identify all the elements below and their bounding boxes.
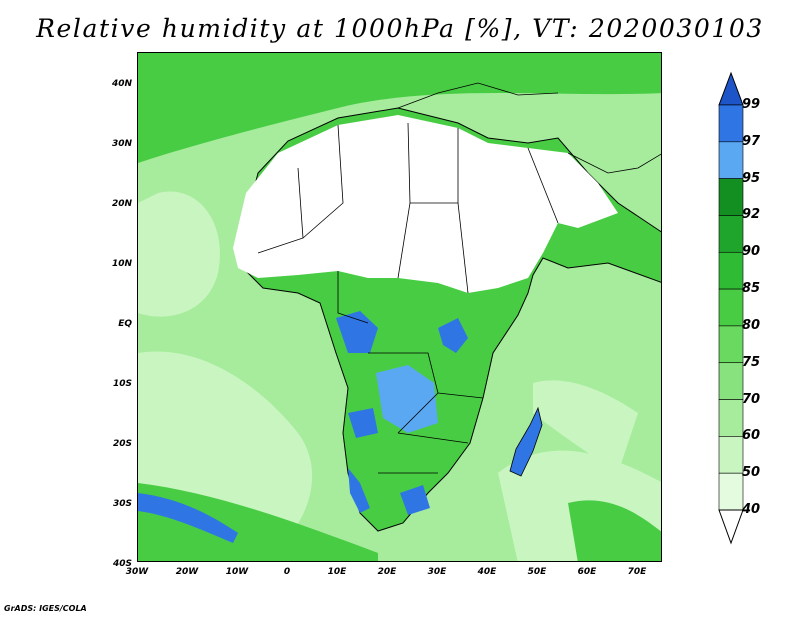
- colorbar-level-label: 70: [742, 391, 761, 407]
- country-border: [437, 392, 484, 399]
- latitude-tick-label: EQ: [118, 319, 132, 329]
- colorbar-bin: [718, 251, 744, 290]
- colorbar-max-triangle: [718, 71, 744, 106]
- country-border: [337, 271, 369, 324]
- saturated-patch: [336, 311, 378, 353]
- saturated-patch: [438, 318, 468, 353]
- latitude-tick-label: 10S: [112, 379, 132, 389]
- colorbar-level-label: 75: [742, 354, 761, 370]
- colorbar-bin: [718, 288, 744, 327]
- longitude-tick-label: 30W: [125, 567, 149, 577]
- colorbar-level-label: 50: [742, 465, 761, 481]
- saturated-patch: [138, 493, 238, 543]
- colorbar-min-triangle: [718, 509, 744, 545]
- colorbar-level-label: 99: [742, 97, 761, 112]
- colorbar-bin: [718, 325, 744, 364]
- latitude-tick-label: 30N: [111, 139, 132, 149]
- colorbar-bin: [718, 472, 744, 511]
- colorbar: [718, 71, 744, 545]
- saturated-patch: [400, 485, 430, 515]
- latitude-tick-label: 30S: [112, 499, 132, 509]
- colorbar-level-label: 95: [742, 170, 761, 186]
- colorbar-level-label: 92: [742, 207, 761, 223]
- credit-text: GrADS: IGES/COLA: [4, 604, 87, 613]
- latitude-tick-label: 20N: [111, 199, 132, 209]
- longitude-tick-label: 50E: [527, 567, 547, 577]
- colorbar-level-label: 60: [742, 428, 761, 444]
- longitude-tick-label: 20W: [175, 567, 199, 577]
- country-border: [527, 147, 559, 224]
- latitude-tick-label: 40S: [112, 559, 132, 569]
- humidity-map: [138, 53, 661, 561]
- latitude-tick-label: 10N: [111, 259, 132, 269]
- colorbar-level-label: 80: [742, 317, 761, 333]
- colorbar-level-label: 97: [742, 133, 761, 149]
- longitude-tick-label: 10E: [327, 567, 347, 577]
- colorbar-bin: [718, 104, 744, 143]
- colorbar-level-label: 90: [742, 244, 761, 260]
- colorbar-bin: [718, 178, 744, 216]
- country-border: [397, 82, 559, 109]
- saturated-patch: [348, 408, 378, 438]
- colorbar-bin: [718, 436, 744, 474]
- map-panel: [137, 52, 662, 562]
- colorbar-bin: [718, 141, 744, 179]
- country-border: [567, 152, 661, 174]
- dry-ocean-patch: [138, 191, 220, 317]
- colorbar-level-label: 40: [742, 502, 761, 517]
- longitude-tick-label: 0: [283, 567, 291, 577]
- colorbar-bin: [718, 215, 744, 253]
- country-border: [368, 352, 439, 434]
- saturated-patch: [348, 468, 370, 513]
- humid-band: [138, 483, 378, 561]
- saturated-patch: [376, 365, 438, 433]
- humid-band: [568, 500, 661, 561]
- humid-band: [138, 53, 661, 163]
- longitude-tick-label: 40E: [477, 567, 497, 577]
- madagascar: [509, 406, 543, 477]
- sahara-dry-area: [233, 115, 618, 293]
- country-border: [302, 124, 344, 239]
- country-border: [397, 432, 469, 444]
- latitude-tick-label: 20S: [112, 439, 132, 449]
- map-title: Relative humidity at 1000hPa [%], VT: 20…: [36, 14, 764, 43]
- dry-ocean-patch: [533, 380, 638, 473]
- longitude-tick-label: 60E: [577, 567, 597, 577]
- longitude-tick-label: 10W: [225, 567, 249, 577]
- latitude-tick-label: 40N: [111, 79, 132, 89]
- longitude-tick-label: 30E: [427, 567, 447, 577]
- colorbar-bin: [718, 362, 744, 400]
- colorbar-level-label: 85: [742, 281, 761, 297]
- longitude-tick-label: 20E: [377, 567, 397, 577]
- longitude-tick-label: 70E: [627, 567, 647, 577]
- colorbar-bin: [718, 399, 744, 437]
